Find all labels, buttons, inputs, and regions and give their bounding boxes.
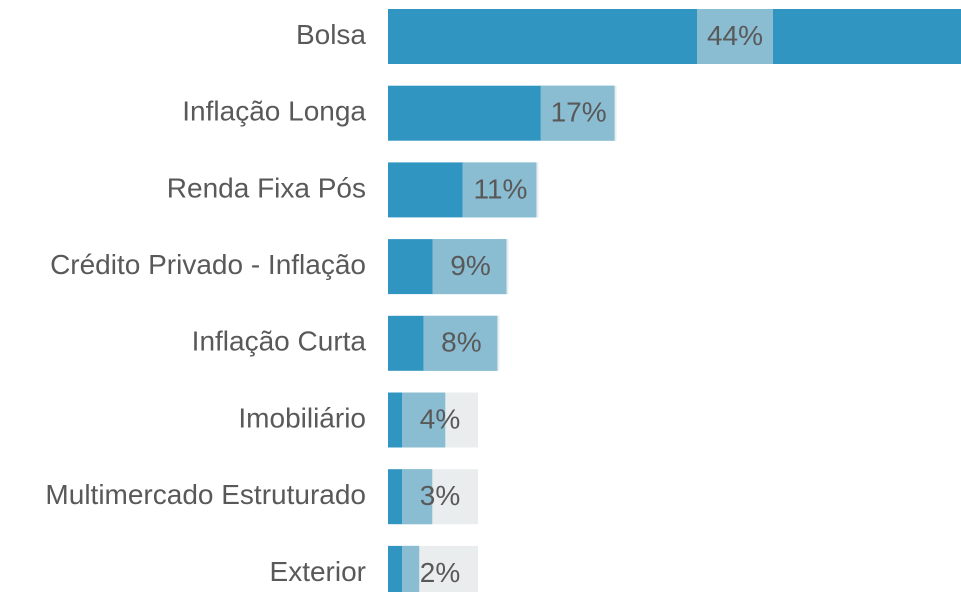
- category-label: Exterior: [270, 556, 366, 587]
- value-label-box: [402, 392, 478, 448]
- value-label: 9%: [450, 250, 490, 281]
- bar: [388, 9, 961, 64]
- value-label: 2%: [420, 557, 460, 588]
- value-label: 8%: [441, 327, 481, 358]
- value-label: 3%: [420, 480, 460, 511]
- value-label: 11%: [473, 173, 527, 204]
- value-label-box: [540, 85, 617, 141]
- value-label: 44%: [707, 20, 763, 51]
- category-label: Multimercado Estruturado: [45, 479, 366, 510]
- category-label: Crédito Privado - Inflação: [50, 249, 366, 280]
- category-label: Bolsa: [296, 19, 366, 50]
- value-label: 17%: [551, 97, 607, 128]
- value-label-box: [432, 239, 509, 295]
- category-label: Renda Fixa Pós: [167, 172, 366, 203]
- value-label-box: [402, 469, 478, 525]
- value-label-box: [423, 315, 500, 371]
- value-label: 4%: [420, 403, 460, 434]
- value-label-box: [697, 9, 773, 64]
- category-label: Inflação Longa: [182, 96, 366, 127]
- category-label: Inflação Curta: [192, 326, 367, 357]
- value-label-box: [462, 162, 539, 218]
- value-label-box: [402, 545, 478, 592]
- category-label: Imobiliário: [238, 402, 366, 433]
